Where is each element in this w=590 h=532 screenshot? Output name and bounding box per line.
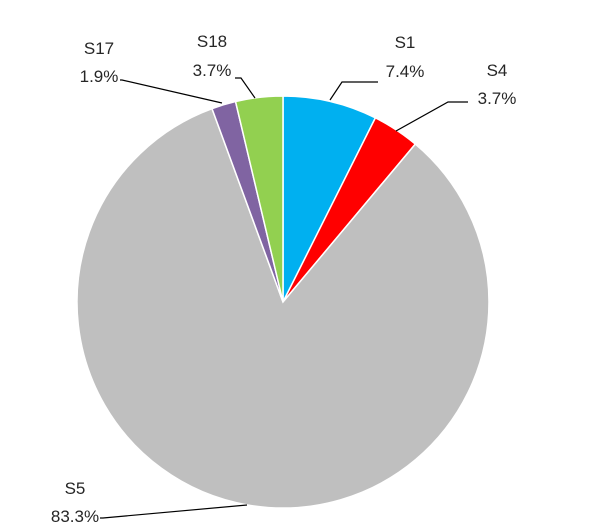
slice-percent-label: 83.3% bbox=[51, 507, 99, 526]
slice-labels: S1 7.4% S4 3.7% S5 83.3% S17 1.9% S18 3.… bbox=[51, 32, 516, 526]
slice-percent-label: 3.7% bbox=[193, 61, 232, 80]
pie-slices bbox=[76, 95, 490, 509]
leader-line-s1 bbox=[329, 81, 378, 101]
pie-slice-s18 bbox=[234, 95, 284, 303]
slice-name-label: S1 bbox=[395, 33, 416, 52]
slice-name-label: S4 bbox=[487, 61, 508, 80]
pie-slice-s5 bbox=[76, 107, 490, 509]
leader-line-s4 bbox=[395, 101, 468, 132]
slice-percent-label: 3.7% bbox=[478, 89, 517, 108]
slice-name-label: S18 bbox=[197, 32, 227, 51]
slice-name-label: S17 bbox=[84, 39, 114, 58]
leader-line-s18 bbox=[235, 77, 256, 99]
leader-line-s5 bbox=[100, 504, 248, 519]
pie-slice-s1 bbox=[282, 95, 377, 303]
slice-name-label: S5 bbox=[65, 479, 86, 498]
slice-percent-label: 7.4% bbox=[386, 62, 425, 81]
slice-percent-label: 1.9% bbox=[80, 67, 119, 86]
leader-lines bbox=[100, 77, 468, 519]
leader-line-s17 bbox=[120, 79, 223, 104]
